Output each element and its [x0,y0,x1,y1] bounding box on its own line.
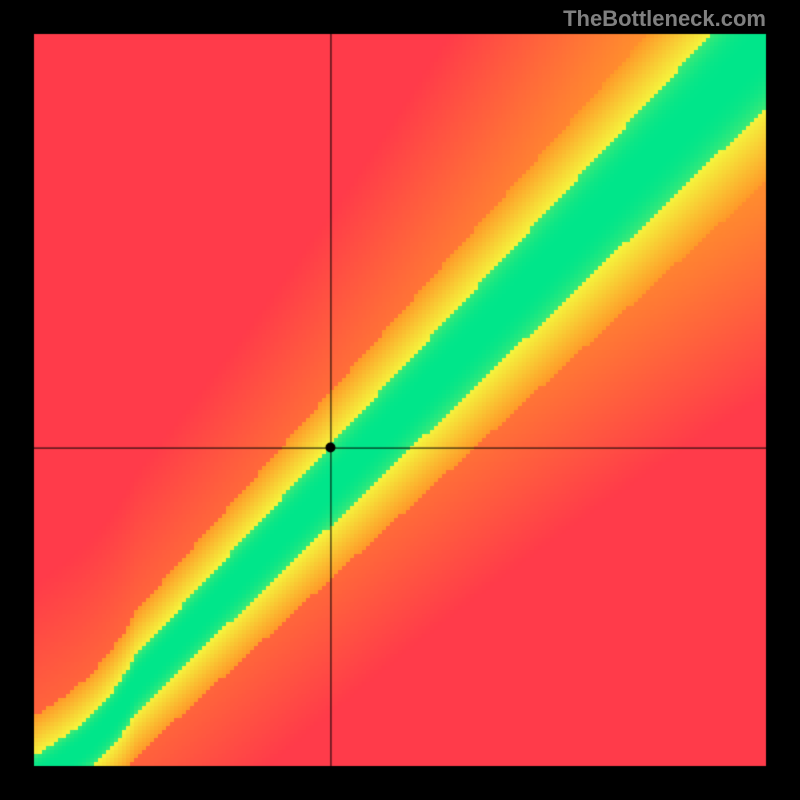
chart-container: { "watermark": { "text": "TheBottleneck.… [0,0,800,800]
watermark-text: TheBottleneck.com [563,6,766,32]
bottleneck-heatmap [0,0,800,800]
